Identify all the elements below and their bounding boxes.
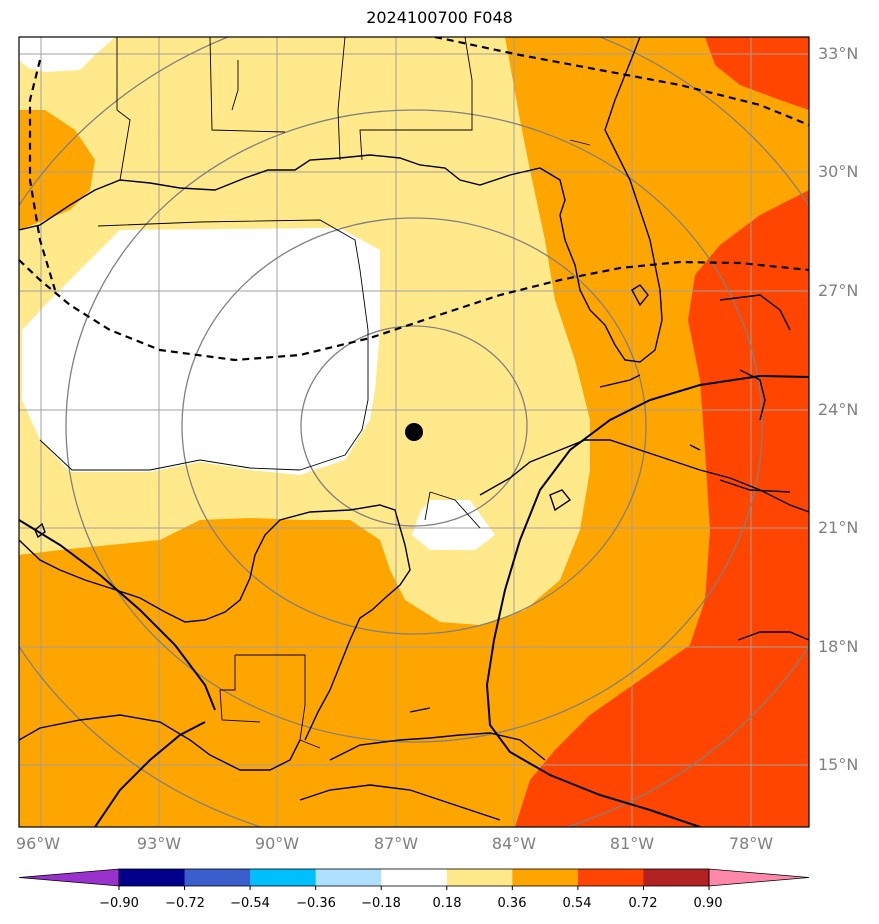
- colorbar-tick-label: −0.72: [165, 896, 205, 911]
- lon-label-90w: 90°W: [254, 834, 300, 853]
- colorbar-tick-label: 0.90: [693, 896, 723, 911]
- lon-label-81w: 81°W: [609, 834, 655, 853]
- colorbar-segment: [446, 869, 513, 886]
- map-area: [19, 37, 809, 827]
- lat-label-18n: 18°N: [818, 637, 859, 656]
- graticule: [19, 37, 809, 827]
- coastlines: [19, 37, 809, 821]
- colorbar-segment: [512, 869, 579, 886]
- map-title: 2024100700 F048: [366, 8, 513, 27]
- lat-label-33n: 33°N: [818, 44, 859, 63]
- colorbar-segment: [315, 869, 382, 886]
- lon-label-87w: 87°W: [373, 834, 419, 853]
- colorbar-tick-label: 0.72: [628, 896, 658, 911]
- range-rings: [19, 37, 809, 827]
- colorbar-tick-label: −0.90: [99, 896, 139, 911]
- lat-label-30n: 30°N: [818, 162, 859, 181]
- colorbar-outline: [118, 868, 710, 887]
- political-borders: [39, 37, 591, 749]
- colorbar-tick-label: 0.54: [562, 896, 592, 911]
- lon-label-93w: 93°W: [136, 834, 182, 853]
- colorbar-segment: [119, 869, 186, 886]
- lon-label-78w: 78°W: [728, 834, 774, 853]
- colorbar-extend-low: [18, 868, 120, 887]
- colorbar-tick-label: −0.36: [296, 896, 336, 911]
- field-band-red-ne: [705, 37, 809, 110]
- colorbar-segment: [643, 869, 710, 886]
- colorbar-tick-label: 0.36: [497, 896, 527, 911]
- solid-contours: [19, 374, 809, 827]
- field-band-white-yucatan: [412, 500, 495, 550]
- field-band-white-gulf: [22, 228, 380, 475]
- lat-label-27n: 27°N: [818, 281, 859, 300]
- colorbar-tick-label: −0.18: [361, 896, 401, 911]
- field-band-orange-west: [19, 110, 95, 230]
- colorbar-segment: [184, 869, 251, 886]
- colorbar-tick-label: 0.18: [432, 896, 462, 911]
- colorbar: [18, 868, 810, 890]
- dashed-contours: [19, 37, 809, 362]
- map-frame: [18, 36, 810, 828]
- lon-label-84w: 84°W: [491, 834, 537, 853]
- storm-center-marker: [405, 423, 423, 441]
- colorbar-segment: [381, 869, 448, 886]
- lon-label-96w: 96°W: [15, 834, 61, 853]
- colorbar-extend-high: [708, 868, 810, 887]
- lat-label-21n: 21°N: [818, 518, 859, 537]
- lat-label-24n: 24°N: [818, 400, 859, 419]
- colorbar-tick-label: −0.54: [230, 896, 270, 911]
- lat-label-15n: 15°N: [818, 755, 859, 774]
- field-band-red-east: [515, 190, 809, 827]
- colorbar-segment: [577, 869, 644, 886]
- colorbar-segment: [250, 869, 317, 886]
